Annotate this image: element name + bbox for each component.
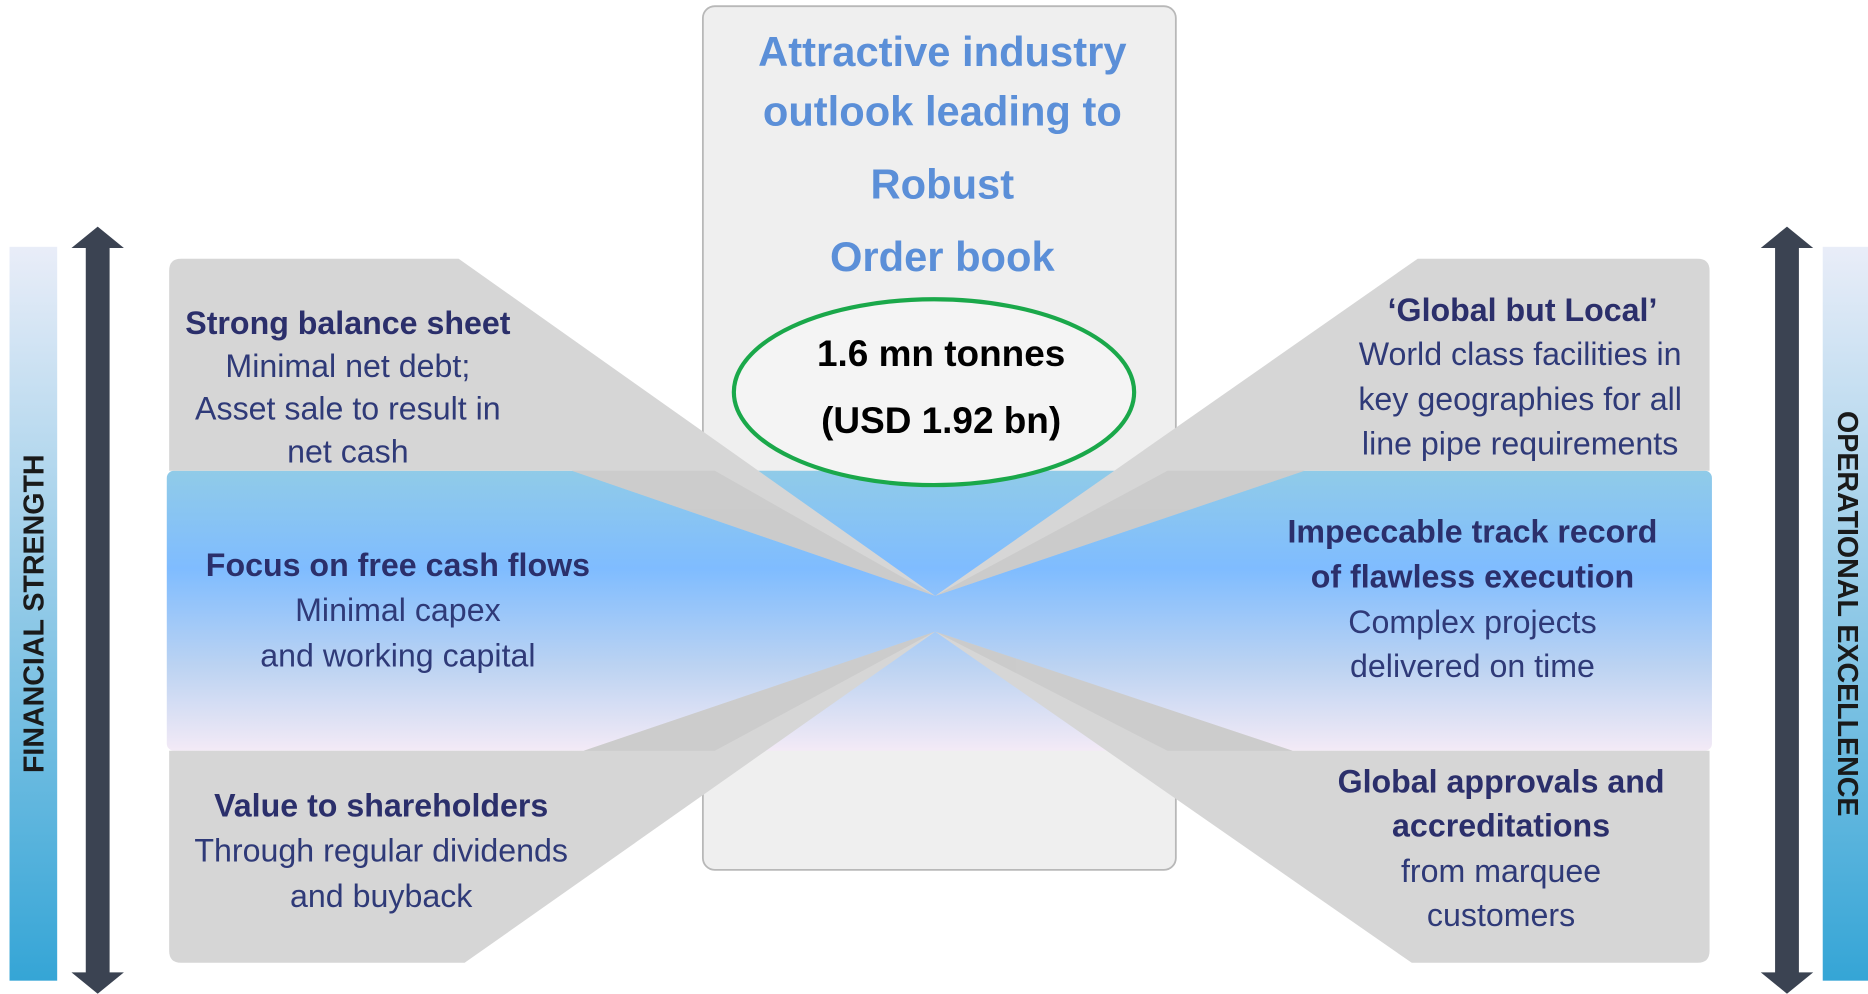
side-bar xyxy=(9,246,58,981)
panel-heading: Global approvals and xyxy=(1338,764,1665,800)
panel-text: Through regular dividends xyxy=(194,833,568,869)
side-label: OPERATIONAL EXCELLENCE xyxy=(1831,411,1863,816)
center-title: Attractive industry xyxy=(758,28,1126,75)
band xyxy=(166,470,1712,751)
panel-text: Minimal capex xyxy=(295,592,501,628)
center-title: outlook leading to xyxy=(763,88,1122,135)
panel-text: Complex projects xyxy=(1348,604,1596,640)
panel-heading: Value to shareholders xyxy=(214,787,548,823)
highlight-ellipse xyxy=(731,297,1137,488)
panel-text: delivered on time xyxy=(1350,648,1595,684)
panel-text: and working capital xyxy=(260,637,535,673)
panel-heading: Focus on free cash flows xyxy=(206,547,590,583)
panel-text: customers xyxy=(1427,897,1575,933)
center-title: Order book xyxy=(830,233,1055,280)
highlight-text: 1.6 mn tonnes xyxy=(817,333,1065,374)
panel-text: from marquee xyxy=(1401,853,1601,889)
panel-heading: of flawless execution xyxy=(1311,559,1634,595)
panel-text: Minimal net debt; xyxy=(225,348,470,384)
panel-text: key geographies for all xyxy=(1358,381,1682,417)
double-arrow xyxy=(71,226,1814,994)
panel-text: Asset sale to result in xyxy=(195,391,501,427)
panel-heading: Impeccable track record xyxy=(1287,513,1657,549)
panel-text: line pipe requirements xyxy=(1362,425,1678,461)
center-title: Robust xyxy=(871,160,1015,207)
panel-heading: ‘Global but Local’ xyxy=(1388,292,1658,328)
panel-text: net cash xyxy=(287,434,409,470)
side-label: FINANCIAL STRENGTH xyxy=(18,454,50,773)
panel-heading: Strong balance sheet xyxy=(185,305,511,341)
side-bar xyxy=(1822,246,1868,981)
panel-text: World class facilities in xyxy=(1359,336,1682,372)
panel-text: and buyback xyxy=(290,878,473,914)
panel-heading: accreditations xyxy=(1392,808,1610,844)
highlight-text: (USD 1.92 bn) xyxy=(821,400,1061,441)
